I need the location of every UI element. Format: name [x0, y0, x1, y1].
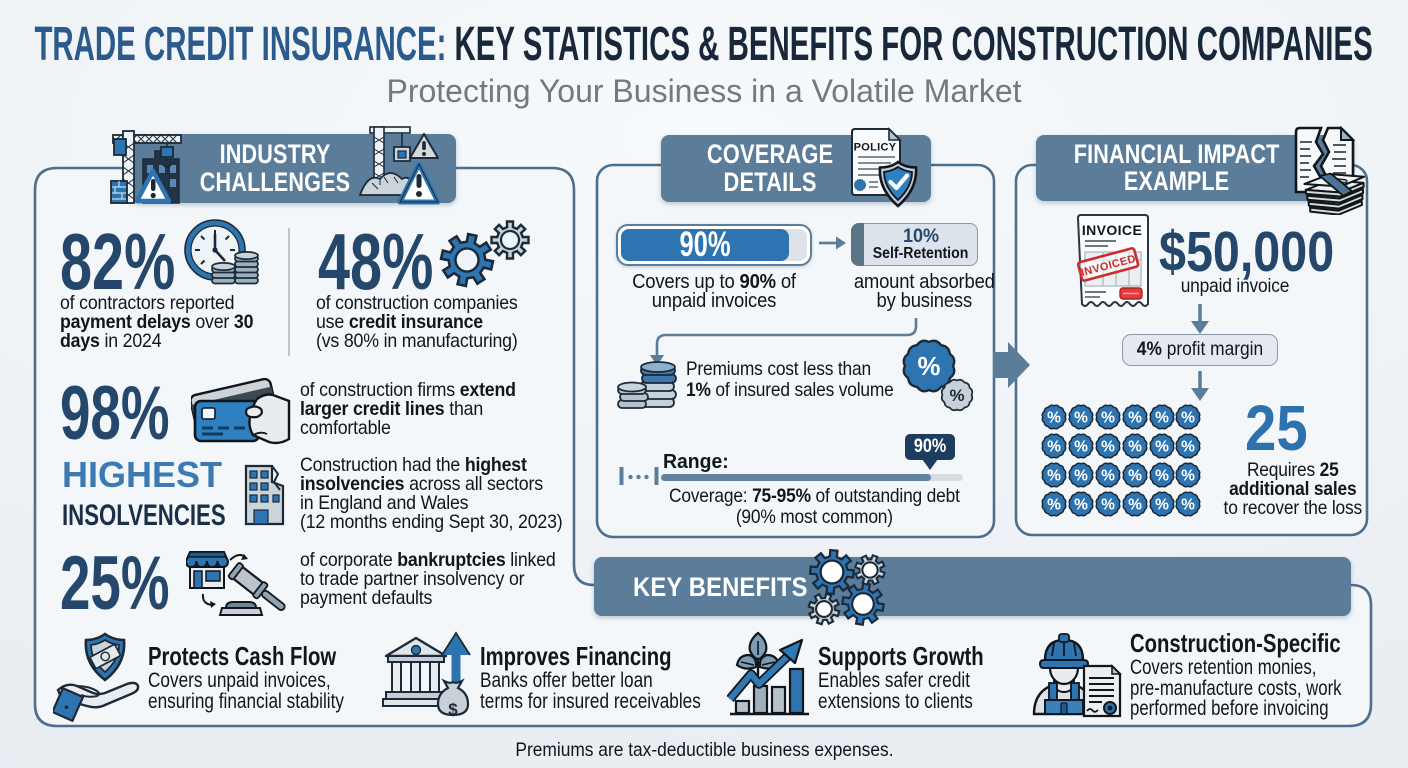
svg-text:INVOICE: INVOICE	[1082, 222, 1142, 238]
svg-text:POLICY: POLICY	[854, 142, 897, 154]
svg-text:$: $	[448, 700, 458, 719]
svg-text:%: %	[949, 386, 964, 405]
svg-text:%: %	[918, 353, 941, 381]
